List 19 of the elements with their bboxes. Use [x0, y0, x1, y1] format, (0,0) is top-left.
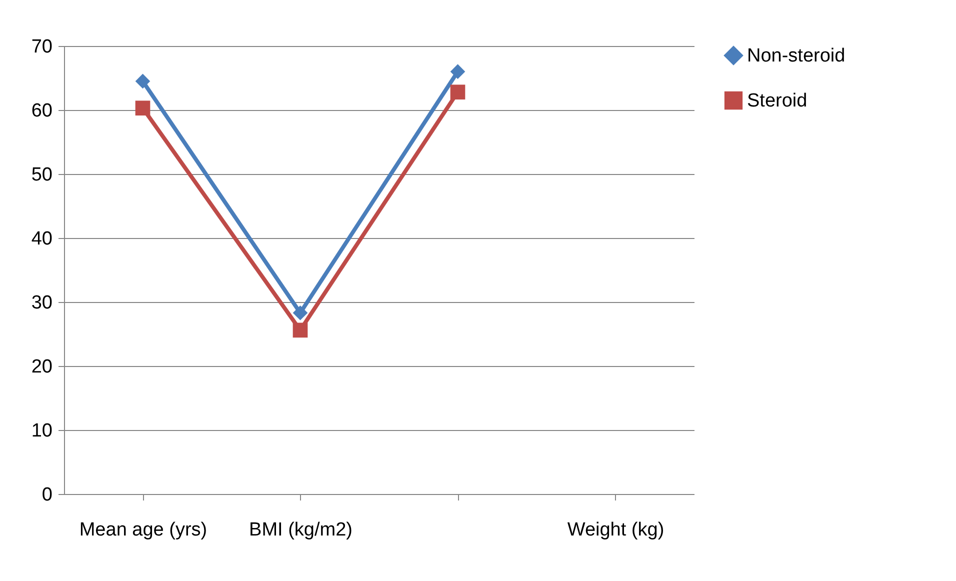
x-tick-label: BMI (kg/m2) [249, 520, 352, 540]
y-tick-label: 30 [31, 292, 52, 314]
y-tick-label: 40 [31, 228, 52, 250]
point [450, 84, 466, 100]
x-tick-label: Mean age (yrs) [79, 520, 208, 540]
point [450, 64, 466, 80]
y-tick-label: 10 [31, 420, 52, 442]
point [292, 322, 308, 338]
point [135, 74, 150, 89]
y-tick-label: 50 [31, 164, 52, 186]
legend-label: Non-steroid [747, 46, 846, 66]
point [135, 100, 150, 116]
y-tick-label: 0 [42, 484, 52, 506]
y-tick-label: 70 [31, 36, 52, 58]
y-tick-label: 20 [31, 356, 52, 378]
legend-label: Steroid [747, 90, 808, 112]
point [292, 305, 308, 320]
y-tick-label: 60 [31, 100, 52, 122]
x-tick-label: Weight (kg) [567, 520, 664, 540]
